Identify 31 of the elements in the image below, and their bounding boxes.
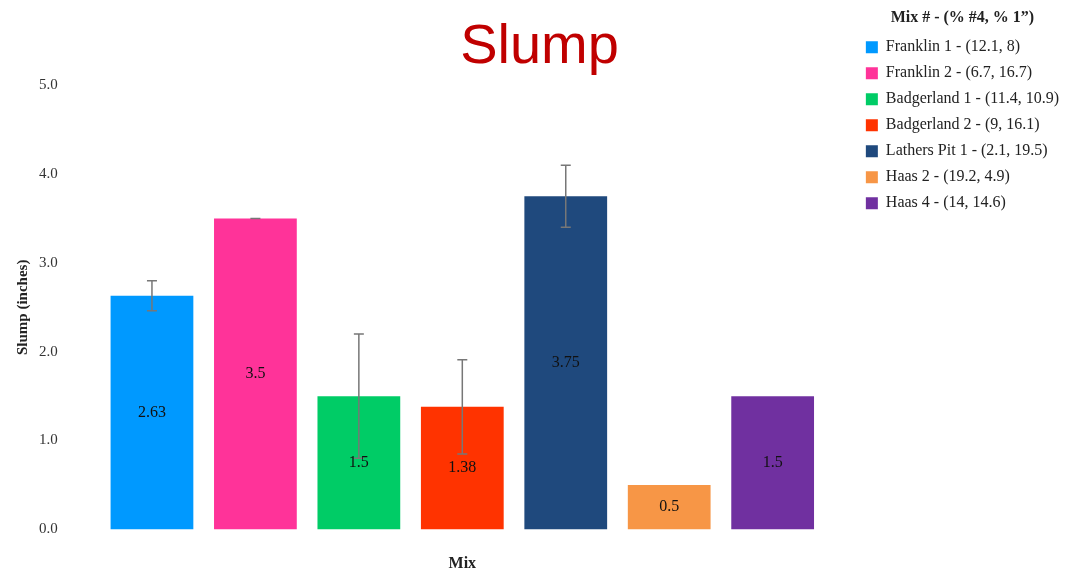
y-tick-label: 5.0 <box>39 76 58 93</box>
bar <box>317 396 401 530</box>
data-label: 1.5 <box>762 452 783 470</box>
y-tick-label: 3.0 <box>39 253 58 270</box>
y-tick-label: 2.0 <box>39 342 58 359</box>
legend-label: Franklin 1 - (12.1, 8) <box>885 37 1021 56</box>
data-label: 0.5 <box>659 497 680 515</box>
y-axis-title: Slump (inches) <box>13 259 31 356</box>
legend-label: Lathers Pit 1 - (2.1, 19.5) <box>885 141 1048 160</box>
bar <box>214 218 297 530</box>
legend-label: Badgerland 1 - (11.4, 10.9) <box>885 89 1059 108</box>
y-tick-label: 1.0 <box>39 431 58 448</box>
legend-label: Badgerland 2 - (9, 16.1) <box>885 115 1040 134</box>
x-axis-title: Mix <box>448 553 477 571</box>
data-label: 3.5 <box>245 364 266 382</box>
y-tick-label: 4.0 <box>39 164 58 181</box>
legend-label: Haas 4 - (14, 14.6) <box>885 193 1006 212</box>
bar <box>627 484 711 530</box>
bar <box>420 406 504 530</box>
bar <box>524 196 608 530</box>
data-label: 1.38 <box>448 458 477 476</box>
legend-label: Franklin 2 - (6.7, 16.7) <box>885 63 1033 82</box>
legend-label: Haas 2 - (19.2, 4.9) <box>885 167 1010 186</box>
bar <box>110 295 194 530</box>
data-label: 1.5 <box>348 452 369 470</box>
legend-title: Mix # - (% #4, % 1”) <box>890 8 1035 27</box>
bar <box>731 396 815 530</box>
chart-title: Slump <box>460 12 619 76</box>
data-label: 2.63 <box>137 402 166 420</box>
y-tick-label: 0.0 <box>39 520 58 537</box>
data-label: 3.75 <box>551 353 580 371</box>
